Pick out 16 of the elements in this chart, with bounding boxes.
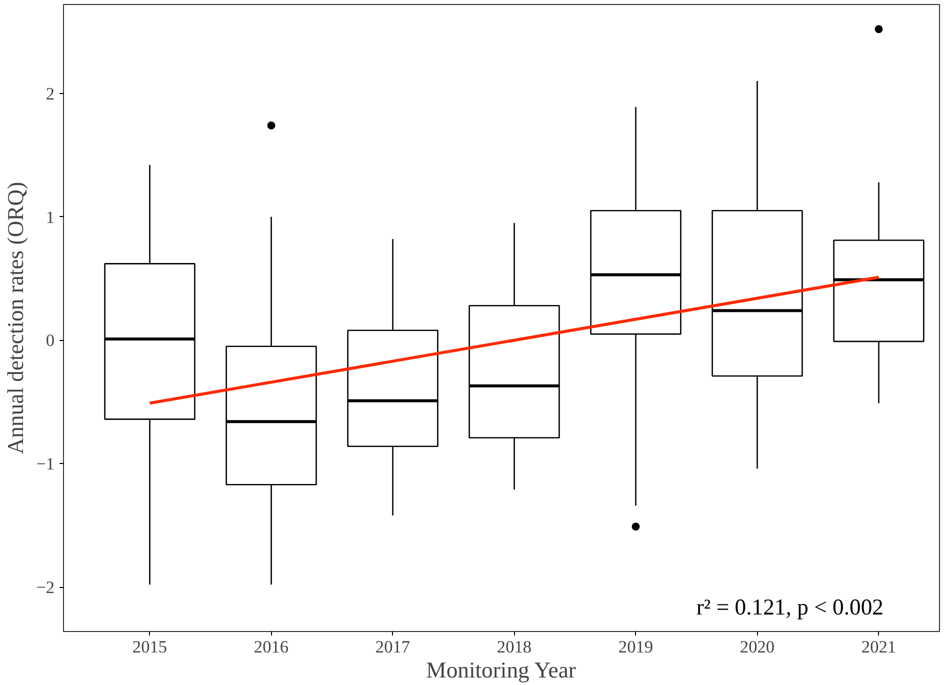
y-tick-label: 1 (46, 208, 55, 227)
y-tick-label: 0 (46, 331, 55, 350)
annotation: r² = 0.121, p < 0.002 (696, 594, 884, 620)
y-tick-label: −2 (36, 578, 54, 598)
line-series (148, 276, 880, 405)
y-tick-label: −1 (36, 454, 54, 474)
x-tick-label: 2021 (861, 638, 896, 656)
x-tick-label: 2016 (254, 638, 289, 656)
x-tick-label: 2019 (618, 638, 654, 656)
y-tick-label: 2 (46, 84, 55, 104)
x-tick-label: 2015 (132, 638, 168, 656)
y-axis-title: Annual detection rates (ORQ) (3, 182, 28, 454)
x-axis-title: Monitoring Year (426, 658, 576, 682)
x-tick-label: 2020 (740, 638, 775, 656)
x-tick-label: 2018 (496, 638, 532, 656)
x-tick-label: 2017 (375, 638, 410, 656)
